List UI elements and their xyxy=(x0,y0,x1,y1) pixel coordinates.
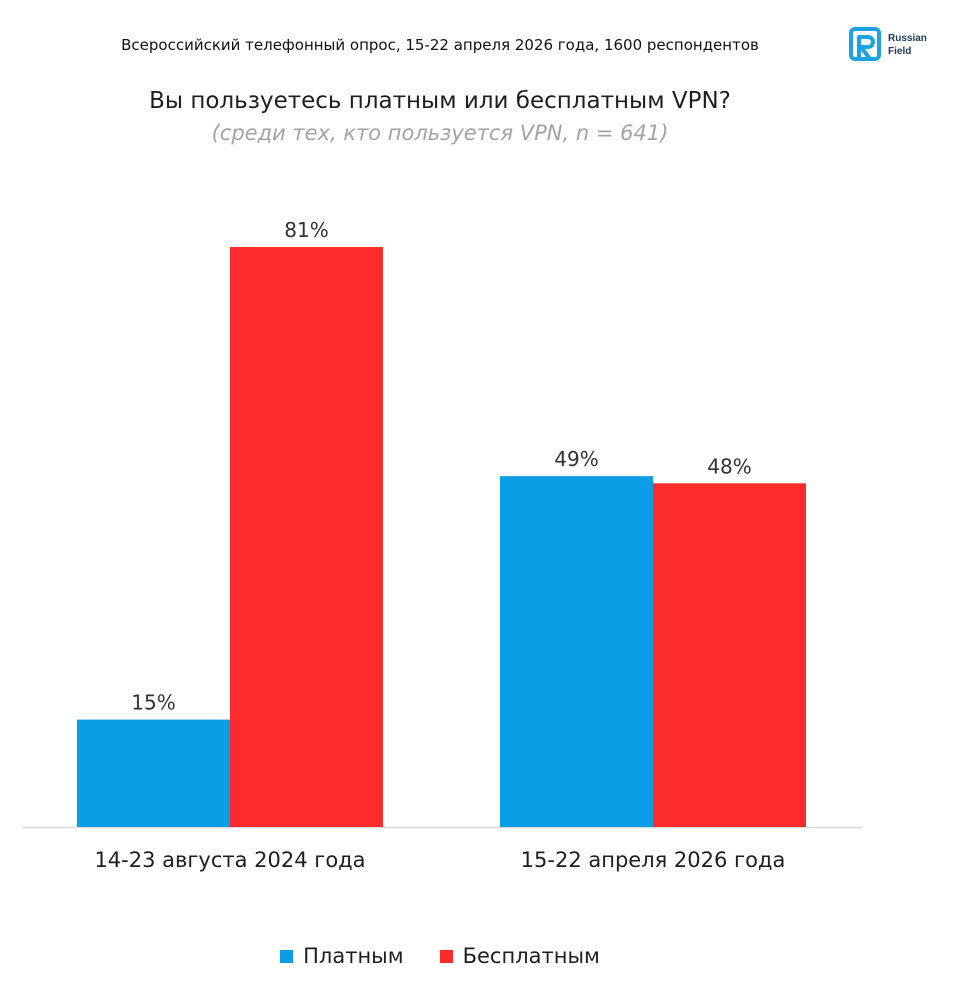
x-tick-label-1: 15-22 апреля 2026 года xyxy=(521,848,786,872)
data-label-free-0: 81% xyxy=(284,218,328,242)
survey-header: Всероссийский телефонный опрос, 15-22 ап… xyxy=(121,36,759,54)
legend-label-free: Бесплатным xyxy=(462,944,600,968)
data-label-free-1: 48% xyxy=(707,454,751,478)
russian-field-logo: Russian Field xyxy=(848,26,948,66)
data-label-paid-1: 49% xyxy=(554,447,598,471)
chart-title: Вы пользуетесь платным или бесплатным VP… xyxy=(149,88,731,114)
legend-swatch-paid xyxy=(280,949,294,963)
bar-paid-0 xyxy=(77,719,230,827)
chart-legend: Платным Бесплатным xyxy=(0,944,880,968)
logo-text: Russian Field xyxy=(888,33,927,57)
bar-paid-1 xyxy=(500,476,653,827)
legend-item-free: Бесплатным xyxy=(439,944,600,968)
bar-free-1 xyxy=(653,483,806,827)
legend-swatch-free xyxy=(439,949,453,963)
bar-free-0 xyxy=(230,247,383,828)
chart-subtitle: (среди тех, кто пользуется VPN, n = 641) xyxy=(211,121,669,145)
bar-chart: 15% 81% 14-23 августа 2024 года 49% 48% 15-22… xyxy=(22,218,862,872)
logo-icon xyxy=(849,27,881,61)
data-label-paid-0: 15% xyxy=(131,691,175,715)
legend-label-paid: Платным xyxy=(303,944,404,968)
legend-item-paid: Платным xyxy=(280,944,404,968)
x-tick-label-0: 14-23 августа 2024 года xyxy=(94,848,365,872)
